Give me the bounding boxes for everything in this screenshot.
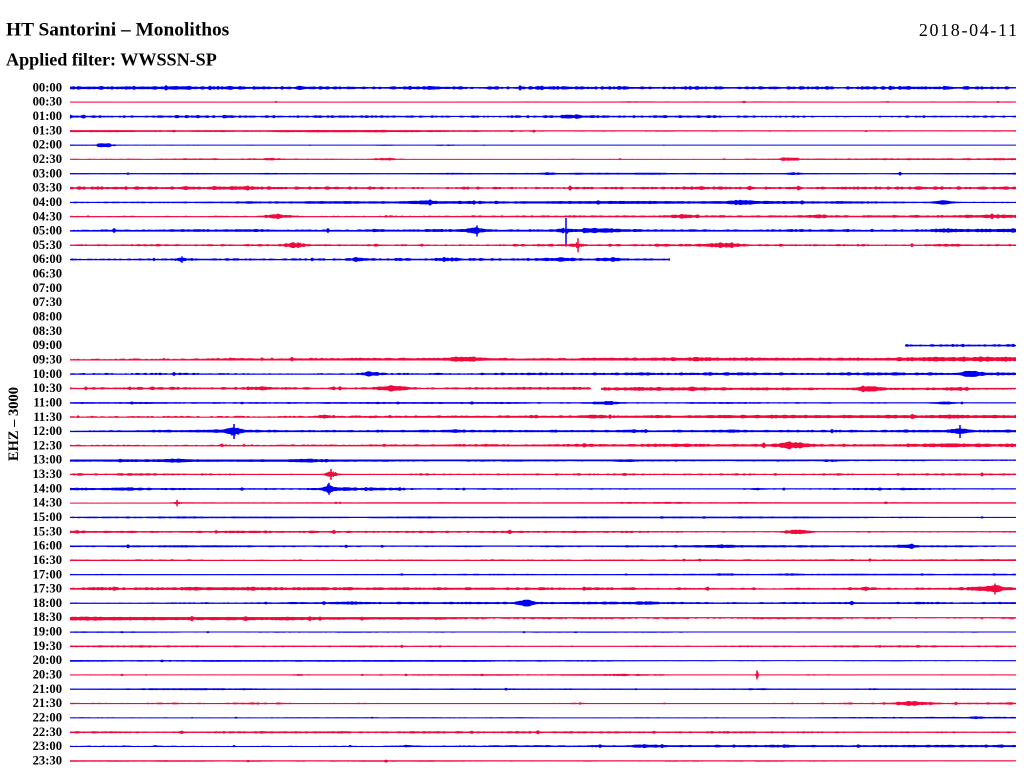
svg-text:2018-04-11: 2018-04-11 <box>919 20 1019 40</box>
svg-text:07:30: 07:30 <box>33 295 62 309</box>
svg-text:23:30: 23:30 <box>33 753 62 767</box>
svg-text:10:30: 10:30 <box>33 381 62 395</box>
svg-text:22:30: 22:30 <box>33 725 62 739</box>
svg-text:06:30: 06:30 <box>33 267 62 281</box>
svg-text:01:30: 01:30 <box>33 123 62 137</box>
svg-text:16:00: 16:00 <box>33 539 62 553</box>
svg-text:08:00: 08:00 <box>33 310 62 324</box>
svg-text:HT Santorini – Monolithos: HT Santorini – Monolithos <box>6 19 230 40</box>
svg-text:04:00: 04:00 <box>33 195 62 209</box>
svg-text:04:30: 04:30 <box>33 209 62 223</box>
svg-text:EHZ – 3000: EHZ – 3000 <box>6 387 22 461</box>
svg-text:09:00: 09:00 <box>33 338 62 352</box>
svg-text:23:00: 23:00 <box>33 739 62 753</box>
svg-text:12:30: 12:30 <box>33 438 62 452</box>
svg-text:07:00: 07:00 <box>33 281 62 295</box>
svg-text:16:30: 16:30 <box>33 553 62 567</box>
svg-text:03:00: 03:00 <box>33 166 62 180</box>
svg-text:13:00: 13:00 <box>33 453 62 467</box>
svg-text:14:00: 14:00 <box>33 481 62 495</box>
svg-text:17:30: 17:30 <box>33 582 62 596</box>
svg-text:18:30: 18:30 <box>33 610 62 624</box>
svg-text:22:00: 22:00 <box>33 711 62 725</box>
svg-text:08:30: 08:30 <box>33 324 62 338</box>
svg-text:20:00: 20:00 <box>33 653 62 667</box>
svg-text:20:30: 20:30 <box>33 668 62 682</box>
svg-text:05:00: 05:00 <box>33 224 62 238</box>
svg-text:12:00: 12:00 <box>33 424 62 438</box>
svg-text:17:00: 17:00 <box>33 567 62 581</box>
svg-text:15:00: 15:00 <box>33 510 62 524</box>
svg-text:14:30: 14:30 <box>33 496 62 510</box>
svg-text:02:30: 02:30 <box>33 152 62 166</box>
svg-text:09:30: 09:30 <box>33 353 62 367</box>
svg-text:21:30: 21:30 <box>33 696 62 710</box>
svg-text:11:30: 11:30 <box>33 410 62 424</box>
svg-text:13:30: 13:30 <box>33 467 62 481</box>
svg-text:Applied filter: WWSSN-SP: Applied filter: WWSSN-SP <box>6 49 217 69</box>
svg-text:11:00: 11:00 <box>33 395 62 409</box>
svg-text:06:00: 06:00 <box>33 252 62 266</box>
svg-text:10:00: 10:00 <box>33 367 62 381</box>
svg-text:18:00: 18:00 <box>33 596 62 610</box>
svg-text:02:00: 02:00 <box>33 138 62 152</box>
svg-text:03:30: 03:30 <box>33 181 62 195</box>
svg-text:01:00: 01:00 <box>33 109 62 123</box>
svg-text:19:30: 19:30 <box>33 639 62 653</box>
svg-text:00:00: 00:00 <box>33 80 62 94</box>
svg-text:00:30: 00:30 <box>33 95 62 109</box>
svg-text:05:30: 05:30 <box>33 238 62 252</box>
svg-text:19:00: 19:00 <box>33 625 62 639</box>
svg-text:15:30: 15:30 <box>33 524 62 538</box>
svg-text:21:00: 21:00 <box>33 682 62 696</box>
